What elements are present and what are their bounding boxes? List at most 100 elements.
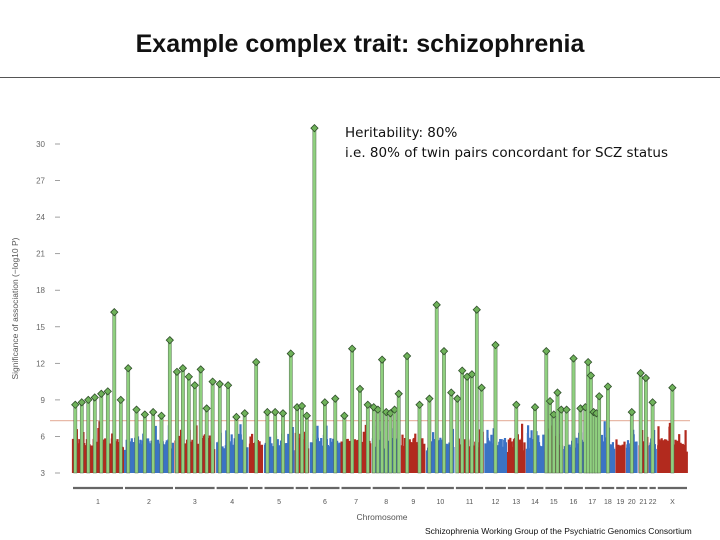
significant-locus-layer bbox=[71, 123, 677, 474]
significant-locus bbox=[126, 367, 131, 474]
heritability-explanation: i.e. 80% of twin pairs concordant for SC… bbox=[345, 145, 669, 161]
significant-locus bbox=[460, 370, 465, 474]
index-snp-marker bbox=[157, 411, 166, 420]
significant-locus bbox=[198, 369, 203, 474]
significant-locus bbox=[142, 414, 147, 474]
index-snp-marker bbox=[331, 394, 340, 403]
significant-locus bbox=[323, 402, 327, 474]
index-snp-marker bbox=[208, 377, 217, 386]
y-axis-title: Significance of association (−log10 P) bbox=[10, 237, 20, 379]
index-snp-marker bbox=[140, 410, 150, 419]
significant-locus bbox=[606, 386, 610, 474]
index-snp-marker bbox=[190, 381, 199, 390]
significant-locus bbox=[281, 413, 285, 474]
y-tick-label: 21 bbox=[36, 250, 45, 259]
y-tick-label: 30 bbox=[36, 140, 45, 149]
significant-locus bbox=[544, 350, 549, 474]
significant-locus bbox=[312, 127, 317, 474]
y-tick-label: 9 bbox=[41, 396, 46, 405]
index-snp-marker bbox=[286, 349, 295, 358]
significant-locus bbox=[118, 399, 123, 474]
index-snp-marker bbox=[369, 403, 378, 412]
significant-locus bbox=[670, 387, 675, 474]
manhattan-plot: 1 2 3 4 5 6 7 8 9 10 11 12 13 14 15 16 17 18 19 20 21 22 X3691… bbox=[10, 123, 690, 520]
significant-locus bbox=[533, 406, 537, 474]
index-snp-marker bbox=[545, 396, 555, 406]
significant-locus bbox=[265, 411, 270, 474]
index-snp-marker bbox=[90, 393, 99, 402]
significant-locus bbox=[92, 397, 97, 474]
significant-locus bbox=[273, 411, 278, 474]
significant-locus bbox=[650, 402, 655, 474]
significant-locus bbox=[493, 344, 498, 474]
index-snp-marker bbox=[240, 409, 249, 418]
index-snp-marker bbox=[165, 336, 174, 345]
significant-locus bbox=[112, 311, 117, 474]
y-tick-label: 27 bbox=[36, 177, 45, 186]
index-snp-marker bbox=[116, 395, 125, 405]
index-snp-marker bbox=[84, 395, 93, 405]
y-tick-label: 24 bbox=[36, 213, 45, 222]
index-snp-marker bbox=[491, 340, 500, 350]
y-tick-label: 18 bbox=[36, 286, 45, 295]
chromosome-label: 7 bbox=[354, 499, 358, 506]
index-snp-marker bbox=[402, 351, 412, 361]
chromosome-label: 10 bbox=[437, 499, 445, 506]
index-snp-marker bbox=[458, 366, 467, 375]
index-snp-marker bbox=[467, 370, 477, 379]
chromosome-label: 1 bbox=[96, 499, 100, 506]
index-snp-marker bbox=[71, 400, 80, 409]
index-snp-marker bbox=[512, 400, 521, 409]
significant-locus bbox=[442, 350, 446, 474]
significant-locus bbox=[365, 404, 370, 474]
significant-locus bbox=[186, 376, 191, 474]
y-tick-label: 15 bbox=[36, 323, 45, 332]
title-divider bbox=[0, 77, 720, 78]
significant-locus bbox=[79, 402, 84, 474]
index-snp-marker bbox=[172, 367, 182, 377]
snp-band-chr-2 bbox=[124, 425, 174, 473]
index-snp-marker bbox=[263, 407, 272, 417]
index-snp-marker bbox=[278, 409, 288, 418]
significant-locus bbox=[134, 409, 139, 474]
index-snp-marker bbox=[553, 388, 562, 397]
chromosome-label: 19 bbox=[617, 499, 625, 506]
index-snp-marker bbox=[232, 412, 241, 422]
significant-locus bbox=[342, 415, 347, 474]
chromosome-label: 11 bbox=[466, 499, 473, 506]
snp-band-chr-19 bbox=[615, 439, 626, 473]
significant-locus bbox=[204, 408, 209, 474]
index-snp-marker bbox=[562, 405, 571, 414]
significant-locus bbox=[644, 377, 648, 474]
significant-locus bbox=[474, 309, 479, 474]
significant-locus bbox=[434, 304, 439, 474]
chromosome-label: 21 bbox=[639, 499, 647, 506]
index-snp-marker bbox=[627, 407, 636, 417]
index-snp-marker bbox=[583, 357, 593, 367]
chromosome-label: 2 bbox=[147, 499, 151, 506]
index-snp-marker bbox=[377, 355, 387, 364]
index-snp-marker bbox=[202, 404, 211, 413]
significant-locus bbox=[371, 406, 376, 474]
significant-locus bbox=[217, 383, 222, 474]
index-snp-marker bbox=[215, 379, 224, 389]
significant-locus bbox=[597, 395, 602, 474]
significant-locus bbox=[295, 406, 299, 474]
significant-locus bbox=[396, 393, 401, 474]
index-snp-marker bbox=[347, 344, 357, 353]
significant-locus bbox=[417, 404, 422, 474]
index-snp-marker bbox=[439, 346, 449, 356]
index-snp-marker bbox=[668, 383, 677, 392]
significant-locus bbox=[578, 408, 583, 474]
significant-locus bbox=[242, 413, 247, 474]
index-snp-marker bbox=[310, 123, 319, 133]
significant-locus bbox=[86, 399, 91, 474]
significant-locus bbox=[571, 358, 576, 474]
chromosome-label: X bbox=[670, 499, 675, 506]
index-snp-marker bbox=[415, 400, 424, 409]
index-snp-marker bbox=[363, 400, 372, 409]
significant-locus bbox=[427, 398, 432, 474]
index-snp-marker bbox=[477, 383, 486, 392]
significant-locus bbox=[551, 414, 556, 474]
chromosome-label: 22 bbox=[649, 499, 657, 506]
